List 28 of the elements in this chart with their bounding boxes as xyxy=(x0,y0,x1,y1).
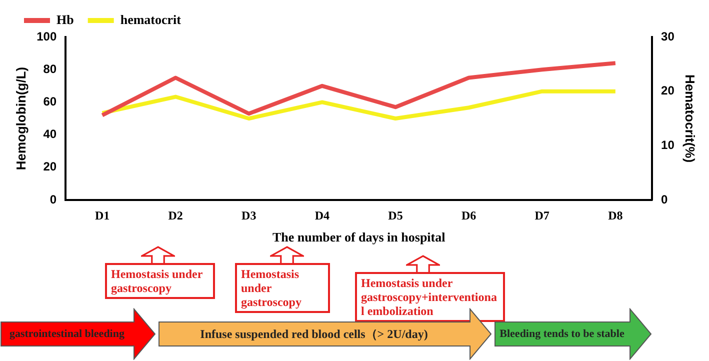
y2-tick-label: 10 xyxy=(661,138,675,152)
text: Infuse suspended red blood cells（> 2U/day) xyxy=(200,327,428,341)
x-tick-label: D8 xyxy=(608,208,623,222)
text: gastrointestinal bleeding xyxy=(9,328,124,340)
y-axis-title: Hemoglobin(g/L) xyxy=(13,66,28,170)
legend-label: hematocrit xyxy=(120,12,182,27)
y-tick-label: 60 xyxy=(43,94,57,109)
x-tick-label: D5 xyxy=(388,208,403,222)
x-tick-label: D3 xyxy=(242,208,256,222)
y-tick-label: 40 xyxy=(43,127,57,142)
callout-box: Hemostasis under gastroscopy xyxy=(105,263,215,299)
y-tick-label: 80 xyxy=(43,62,57,76)
x-tick-label: D1 xyxy=(94,208,110,222)
y2-tick-label: 0 xyxy=(661,192,668,206)
legend-label: Hb xyxy=(56,12,74,27)
y2-axis-title: Hematocrit(%) xyxy=(682,74,698,163)
text: Bleeding tends to be stable xyxy=(500,328,624,340)
callout-box: Hemostasis under gastroscopy+interventional embolization xyxy=(355,272,505,322)
x-tick-label: D4 xyxy=(314,208,330,222)
x-tick-label: D2 xyxy=(168,208,183,222)
x-tick-label: D7 xyxy=(534,208,550,222)
y-tick-label: 0 xyxy=(50,192,57,206)
x-tick-label: D6 xyxy=(461,208,476,222)
y2-tick-label: 30 xyxy=(661,29,675,44)
y2-tick-label: 20 xyxy=(661,84,675,98)
y-tick-label: 20 xyxy=(43,160,57,174)
y-tick-label: 100 xyxy=(36,29,57,44)
x-axis-title: The number of days in hospital xyxy=(272,230,446,245)
